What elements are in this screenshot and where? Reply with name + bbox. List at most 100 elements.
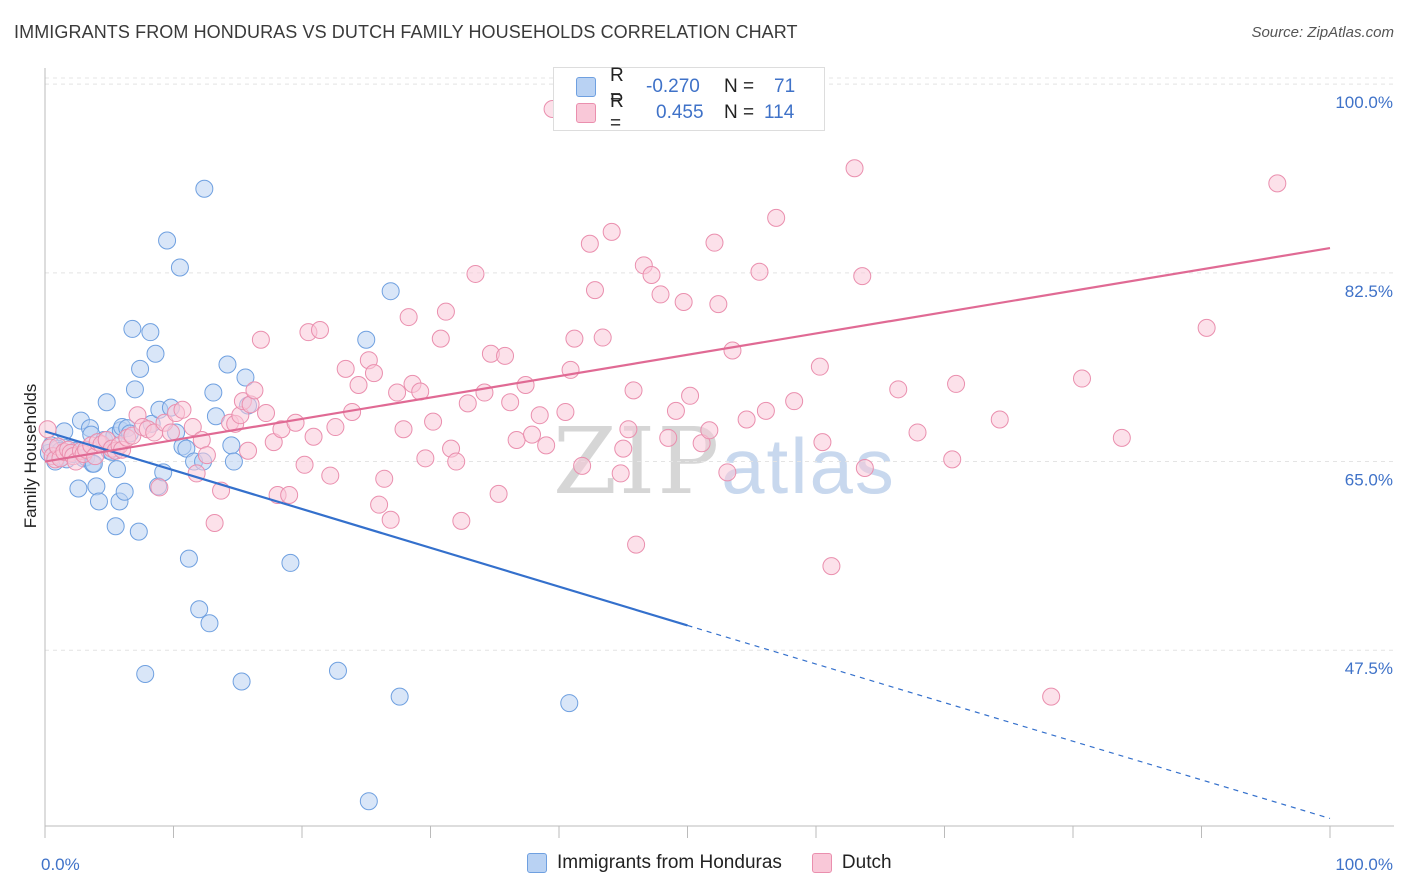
trend-lines [44,246,1331,820]
point-honduras-52 [179,549,198,568]
point-honduras-39 [136,664,155,683]
legend-item-dutch: Dutch [811,852,892,874]
legend-item-honduras: Immigrants from Honduras [527,852,782,874]
point-dutch-121 [756,401,775,420]
point-dutch-84 [489,484,508,503]
point-honduras-37 [129,522,148,541]
legend-swatch-honduras [527,853,547,873]
legend-n-label: N = [724,76,755,97]
point-dutch-85 [496,346,515,365]
trend-line-honduras-extension [687,624,1331,820]
point-dutch-130 [853,267,872,286]
point-dutch-93 [556,402,575,421]
point-dutch-65 [370,495,389,514]
legend-n-label: N = [724,102,755,123]
point-dutch-29 [150,478,169,497]
point-honduras-38 [131,359,150,378]
point-dutch-37 [197,446,216,465]
point-honduras-32 [115,482,134,501]
legend-label-dutch: Dutch [841,852,892,873]
legend-swatch-dutch [811,853,832,873]
point-dutch-116 [709,295,728,314]
point-dutch-86 [501,393,520,412]
point-honduras-23 [97,393,116,412]
point-honduras-36 [125,380,144,399]
point-dutch-57 [310,321,329,340]
point-dutch-134 [943,450,962,469]
legend-row-honduras: R = -0.270 N = 71 [576,65,795,108]
point-dutch-96 [573,456,592,475]
point-dutch-115 [705,233,724,252]
point-honduras-40 [141,323,160,342]
point-dutch-68 [388,383,407,402]
point-dutch-80 [458,394,477,413]
point-dutch-105 [627,535,646,554]
point-honduras-69 [359,792,378,811]
point-dutch-97 [580,234,599,253]
point-honduras-49 [170,258,189,277]
legend-r-label: R = [610,91,624,134]
x-tick-label-0: 0.0% [41,855,80,874]
point-dutch-138 [1072,369,1091,388]
gridlines [45,77,1394,651]
point-dutch-140 [1197,318,1216,337]
point-honduras-21 [89,492,108,511]
point-dutch-131 [855,459,874,478]
point-dutch-126 [810,357,829,376]
point-honduras-28 [107,460,126,479]
source-credit: Source: ZipAtlas.com [1251,24,1394,41]
point-honduras-62 [224,452,243,471]
legend-r-label: R = [610,65,624,108]
point-honduras-54 [190,600,209,619]
point-dutch-103 [619,420,638,439]
point-dutch-75 [431,329,450,348]
point-dutch-91 [537,436,556,455]
point-honduras-67 [328,661,347,680]
point-dutch-79 [452,511,471,530]
point-dutch-118 [723,341,742,360]
point-dutch-88 [516,376,535,395]
point-dutch-102 [614,439,633,458]
point-honduras-20 [87,477,106,496]
legend-row-dutch: R = 0.455 N = 114 [576,91,794,134]
point-dutch-107 [642,266,661,285]
point-honduras-68 [357,330,376,349]
point-dutch-109 [659,428,678,447]
point-dutch-46 [245,381,264,400]
point-dutch-89 [523,425,542,444]
point-honduras-56 [195,179,214,198]
point-dutch-53 [286,413,305,432]
point-dutch-110 [666,401,685,420]
point-dutch-67 [381,510,400,529]
point-dutch-33 [173,400,192,419]
tick-labels: 100.0% 82.5% 65.0% 47.5% 0.0% 100.0% [41,93,1393,874]
point-honduras-71 [390,687,409,706]
x-tick-label-1: 100.0% [1335,855,1393,874]
point-dutch-81 [466,264,485,283]
point-dutch-133 [908,423,927,442]
point-dutch-128 [822,557,841,576]
point-dutch-129 [845,159,864,178]
point-honduras-63 [232,672,251,691]
point-dutch-99 [593,328,612,347]
point-dutch-141 [1112,428,1131,447]
point-dutch-132 [889,380,908,399]
point-dutch-136 [990,410,1009,429]
point-dutch-66 [375,469,394,488]
y-tick-label-3: 47.5% [1345,659,1393,678]
point-dutch-137 [1042,687,1061,706]
point-dutch-78 [447,452,466,471]
point-dutch-47 [251,330,270,349]
legend-r-value: 0.455 [656,102,704,123]
point-honduras-58 [204,383,223,402]
legend-label-honduras: Immigrants from Honduras [557,852,782,873]
legend-swatch-honduras [576,77,596,97]
point-dutch-127 [813,433,832,452]
point-honduras-12 [69,479,88,498]
point-dutch-100 [602,222,621,241]
point-dutch-62 [349,376,368,395]
point-honduras-57 [200,614,219,633]
point-dutch-52 [280,485,299,504]
point-dutch-122 [767,208,786,227]
